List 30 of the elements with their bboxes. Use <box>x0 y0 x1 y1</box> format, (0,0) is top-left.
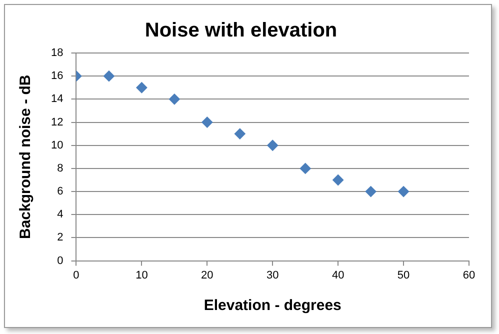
chart-title: Noise with elevation <box>144 20 338 42</box>
point <box>267 140 278 151</box>
point <box>103 70 114 82</box>
y-tick-label: 0 <box>57 254 64 267</box>
y-tick-label: 14 <box>50 93 64 106</box>
point <box>202 116 213 128</box>
y-tick-label: 10 <box>50 139 64 152</box>
y-tick-label: 4 <box>57 208 64 221</box>
y-tick-label: 2 <box>57 232 64 244</box>
point <box>332 174 344 186</box>
point <box>398 186 410 198</box>
point <box>365 186 376 198</box>
point <box>234 128 246 140</box>
x-tick-label: 20 <box>201 269 214 282</box>
x-axis-title: Elevation - degrees <box>204 297 342 314</box>
y-tick-label: 18 <box>50 47 64 60</box>
y-tick-label: 8 <box>57 162 64 174</box>
y-axis-title: Background noise - dB <box>17 74 34 239</box>
y-tick-label: 6 <box>57 186 64 198</box>
y-tick-label: 16 <box>50 70 64 82</box>
x-tick-label: 60 <box>462 269 476 282</box>
point <box>300 162 311 174</box>
point <box>168 94 180 105</box>
y-tick-label: 12 <box>50 116 64 128</box>
x-tick-label: 0 <box>73 269 80 282</box>
x-tick-label: 30 <box>266 269 279 282</box>
point <box>136 82 148 94</box>
x-tick-label: 40 <box>332 269 344 282</box>
x-tick-label: 10 <box>136 269 148 282</box>
x-tick-label: 50 <box>397 269 410 282</box>
